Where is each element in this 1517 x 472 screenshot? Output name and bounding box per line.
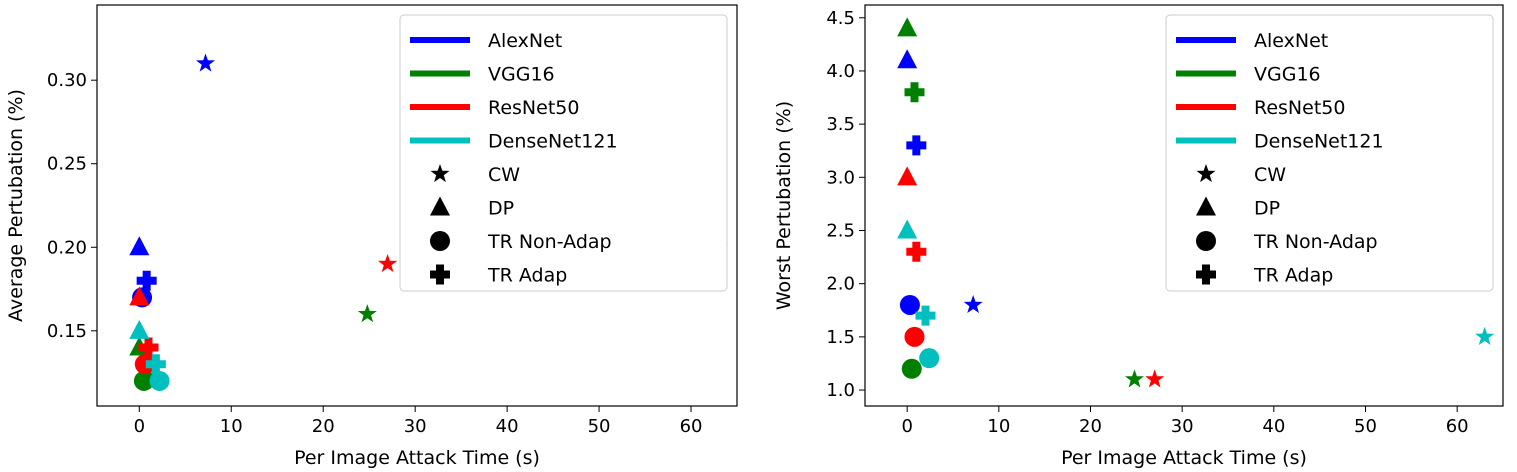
legend-label: DenseNet121 <box>488 131 618 153</box>
chart-worst-perturbation: 0 10 20 30 40 50 60 1.0 1.5 2.0 2.5 3.0 3.5 4.0 4.5 Per… <box>773 4 1504 469</box>
data-point-alexnet-tr-non-adap <box>899 294 920 315</box>
data-point-densenet121-tr-non-adap <box>149 370 170 391</box>
legend-label: TR Adap <box>487 265 567 287</box>
legend-plus-icon <box>1196 264 1216 285</box>
x-axis-label: Per Image Attack Time (s) <box>294 447 540 469</box>
legend-label: DenseNet121 <box>1254 131 1384 153</box>
data-point-vgg16-tr-adap <box>904 82 925 103</box>
data-point-densenet121-tr-adap <box>145 354 166 375</box>
y-tick-label: 2.5 <box>826 220 855 241</box>
y-tick-label: 4.5 <box>826 8 855 29</box>
x-tick-label: 0 <box>134 416 145 437</box>
x-tick-label: 30 <box>1171 416 1194 437</box>
legend-plus-icon <box>430 264 450 285</box>
data-point-densenet121-dp <box>129 319 150 339</box>
legend-label: TR Non-Adap <box>487 231 612 253</box>
data-point-resnet50-tr-adap <box>138 337 159 358</box>
x-tick-label: 50 <box>1354 416 1377 437</box>
legend <box>399 14 728 292</box>
data-point-alexnet-dp <box>129 236 150 256</box>
y-tick-label: 4.0 <box>826 61 855 82</box>
y-axis-label: Worst Pertubation (%) <box>773 101 795 310</box>
x-tick-label: 10 <box>987 416 1010 437</box>
y-tick-label: 3.0 <box>826 167 855 188</box>
data-point-vgg16-dp <box>897 17 918 37</box>
data-point-resnet50-dp <box>129 286 150 306</box>
data-point-vgg16-tr-adap <box>137 367 158 388</box>
legend-label: TR Non-Adap <box>1253 231 1378 253</box>
legend-circle-icon <box>1196 231 1216 251</box>
data-point-vgg16-cw <box>1125 369 1144 388</box>
legend-label: AlexNet <box>488 30 562 52</box>
y-tick-label: 0.20 <box>47 237 87 258</box>
y-tick-label: 2.0 <box>826 274 855 295</box>
y-tick-label: 3.5 <box>826 114 855 135</box>
y-tick-label: 1.0 <box>826 380 855 401</box>
x-tick-label: 20 <box>312 416 335 437</box>
legend <box>1165 14 1494 292</box>
legend-label: DP <box>1254 198 1280 220</box>
data-point-vgg16-cw <box>357 304 377 323</box>
data-point-alexnet-cw <box>196 53 215 72</box>
legend-star-icon <box>1196 164 1216 183</box>
data-point-densenet121-cw <box>1475 326 1495 345</box>
data-point-densenet121-dp <box>897 219 918 239</box>
x-tick-label: 60 <box>680 416 703 437</box>
y-tick-label: 0.30 <box>47 70 87 91</box>
x-tick-label: 20 <box>1079 416 1102 437</box>
legend-triangle-icon <box>1196 196 1216 216</box>
x-tick-label: 10 <box>220 416 243 437</box>
data-point-vgg16-tr-non-adap <box>901 358 922 379</box>
x-tick-label: 50 <box>588 416 611 437</box>
legend-label: VGG16 <box>488 64 555 86</box>
x-axis-label: Per Image Attack Time (s) <box>1061 447 1307 469</box>
legend-star-icon <box>430 164 450 183</box>
data-point-densenet121-tr-non-adap <box>919 348 940 369</box>
y-tick-label: 1.5 <box>826 327 855 348</box>
legend-label: ResNet50 <box>488 97 579 119</box>
plot-frame <box>864 4 1504 407</box>
x-tick-label: 60 <box>1446 416 1469 437</box>
legend-label: ResNet50 <box>1254 97 1345 119</box>
legend-label: DP <box>488 198 514 220</box>
x-tick-label: 0 <box>901 416 912 437</box>
data-point-resnet50-tr-non-adap <box>134 354 155 375</box>
legend-label: VGG16 <box>1254 64 1321 86</box>
data-point-alexnet-tr-adap <box>906 135 927 156</box>
data-point-densenet121-tr-adap <box>915 305 936 326</box>
plot-frame <box>96 4 738 407</box>
x-tick-label: 40 <box>1262 416 1285 437</box>
legend-label: CW <box>1254 164 1286 186</box>
data-point-resnet50-dp <box>897 166 918 186</box>
x-tick-label: 30 <box>404 416 427 437</box>
data-point-resnet50-cw <box>1145 369 1165 388</box>
legend-label: CW <box>488 164 520 186</box>
data-point-alexnet-tr-adap <box>136 270 157 291</box>
data-point-alexnet-cw <box>963 295 983 313</box>
legend-label: TR Adap <box>1253 265 1333 287</box>
data-point-resnet50-tr-adap <box>906 241 927 262</box>
chart-average-perturbation: 0 10 20 30 40 50 60 0.15 0.20 0.25 0.30 Per Image A… <box>5 4 738 469</box>
y-tick-label: 0.15 <box>47 321 87 342</box>
x-tick-label: 40 <box>496 416 519 437</box>
legend-circle-icon <box>430 231 450 251</box>
y-tick-label: 0.25 <box>47 154 87 175</box>
y-axis-label: Average Pertubation (%) <box>5 89 27 322</box>
data-point-alexnet-dp <box>897 49 918 69</box>
data-point-resnet50-tr-non-adap <box>904 326 925 347</box>
legend-triangle-icon <box>430 196 450 216</box>
data-point-resnet50-cw <box>378 254 398 273</box>
legend-label: AlexNet <box>1254 30 1328 52</box>
